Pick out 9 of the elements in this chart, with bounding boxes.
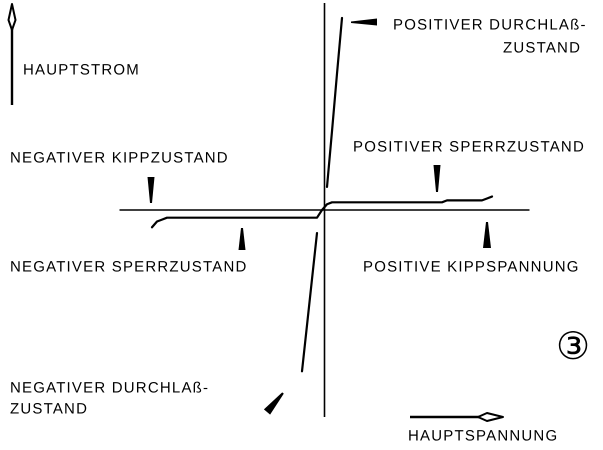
annotation: NEGATIVER KIPPZUSTAND: [10, 150, 229, 166]
text: ③: [556, 326, 590, 368]
annotation: POSITIVER DURCHLAß- ZUSTAND: [393, 16, 587, 56]
text: NEGATIVER DURCHLAß- ZUSTAND: [10, 380, 210, 418]
y-axis-title: HAUPTSTROM: [23, 62, 140, 78]
annotation: POSITIVER SPERRZUSTAND: [353, 138, 585, 156]
x-axis-title: HAUPTSPANNUNG: [408, 428, 558, 444]
annotation: NEGATIVER SPERRZUSTAND: [10, 258, 248, 276]
annotation: POSITIVE KIPPSPANNUNG: [363, 258, 580, 276]
